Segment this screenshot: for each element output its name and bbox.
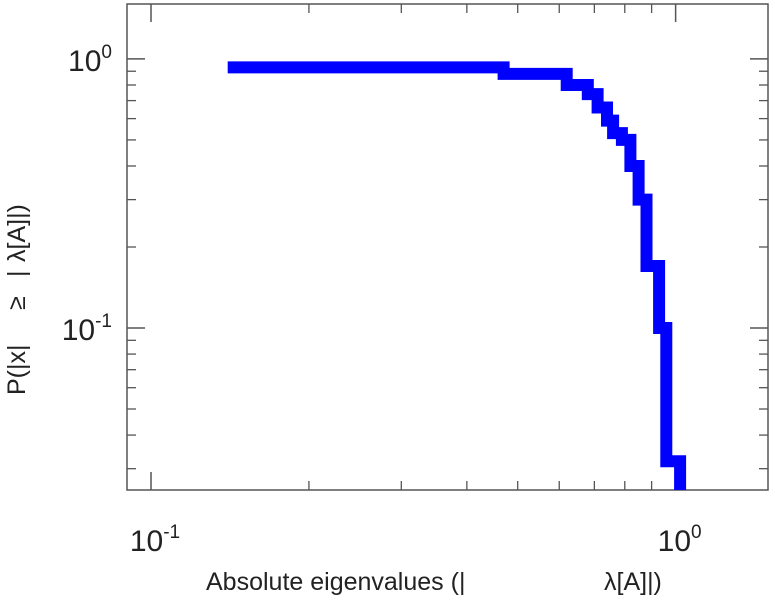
- y-axis-label: P(|x| ≥ | λ[A]|): [3, 204, 31, 395]
- x-tick-label: 10-1: [130, 522, 180, 558]
- x-tick-label-exponent: 0: [691, 522, 702, 543]
- x-axis-label: Absolute eigenvalues (| λ[A]|): [206, 568, 662, 596]
- y-tick-label-exponent: -1: [95, 311, 112, 332]
- minor-ticks: [127, 4, 768, 490]
- y-tick-label-exponent: 0: [101, 42, 112, 63]
- y-tick-label: 100: [68, 42, 112, 78]
- x-tick-label: 100: [658, 522, 702, 558]
- y-tick-label: 10-1: [62, 311, 112, 347]
- series-group: [227, 61, 687, 490]
- y-axis-label-part-3: |: [3, 271, 31, 278]
- series-line: [227, 61, 687, 490]
- x-tick-label-base: 10: [658, 525, 691, 558]
- y-tick-label-base: 10: [62, 314, 95, 347]
- y-axis-label-part-1: P(|x|: [3, 345, 31, 396]
- y-axis-label-part-2: ≥: [3, 296, 31, 310]
- x-tick-label-exponent: -1: [163, 522, 180, 543]
- x-tick-label-base: 10: [130, 525, 163, 558]
- y-axis-label-part-4: λ[A]|): [3, 204, 31, 262]
- x-axis-label-part-2: λ[A]|): [604, 568, 662, 596]
- y-tick-label-base: 10: [68, 45, 101, 78]
- x-axis-label-part-1: Absolute eigenvalues (|: [206, 568, 465, 596]
